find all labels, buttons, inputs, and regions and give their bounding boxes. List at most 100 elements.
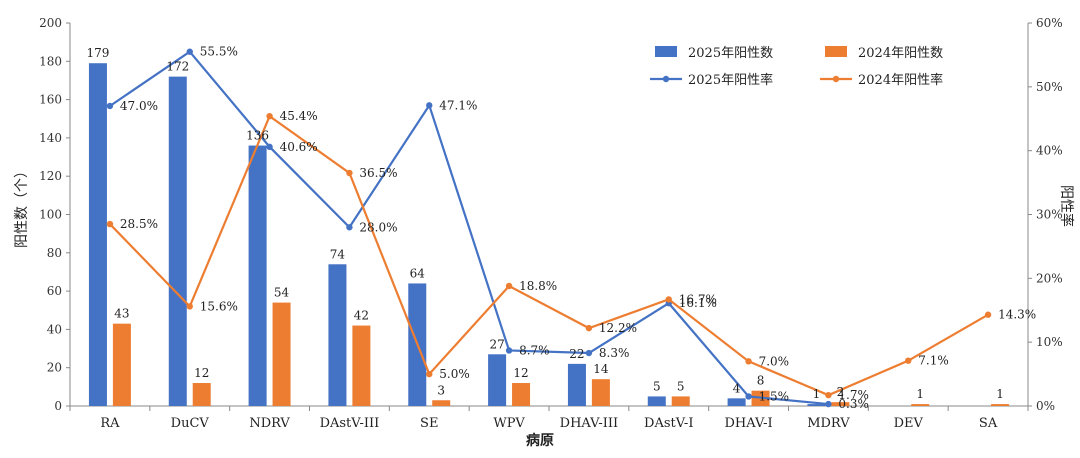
y-axis-title: 阳性数（个） xyxy=(14,164,30,248)
axes: 0204060801001201401601802000%10%20%30%40… xyxy=(39,16,1063,431)
bar xyxy=(432,400,451,406)
series-point xyxy=(426,370,433,378)
series-point xyxy=(106,102,114,110)
bar-value-label: 12 xyxy=(194,366,209,380)
x-tick-label: DuCV xyxy=(171,416,210,431)
point-value-label: 0.3% xyxy=(838,397,869,411)
point-value-label: 36.5% xyxy=(359,166,397,180)
x-tick-label: SA xyxy=(979,416,998,431)
series-point xyxy=(825,400,832,408)
series-line xyxy=(109,50,829,406)
series-line xyxy=(109,114,989,397)
y2-tick-label: 60% xyxy=(1036,16,1063,30)
bar-value-label: 1 xyxy=(916,387,924,401)
series-point xyxy=(266,143,273,151)
legend-label: 2025年阳性率 xyxy=(688,72,773,88)
y-tick-label: 180 xyxy=(39,54,62,68)
bar xyxy=(727,398,746,406)
x-tick-label: DEV xyxy=(894,416,924,431)
x-tick-label: MDRV xyxy=(807,416,850,431)
y2-tick-label: 20% xyxy=(1036,271,1063,285)
x-tick-label: DAstV-III xyxy=(320,416,380,431)
series-point xyxy=(505,347,513,354)
bar xyxy=(671,396,690,406)
bar-value-label: 179 xyxy=(86,46,109,60)
y-tick-label: 20 xyxy=(47,361,62,375)
legend-swatch xyxy=(825,46,847,57)
legend-marker xyxy=(832,75,840,83)
bar xyxy=(831,402,850,406)
y-tick-label: 120 xyxy=(39,169,62,183)
x-tick-label: WPV xyxy=(493,416,525,431)
bar xyxy=(911,404,930,406)
bar-value-label: 172 xyxy=(166,60,189,74)
y-tick-label: 80 xyxy=(47,246,62,260)
point-value-label: 7.1% xyxy=(918,354,949,368)
legend-label: 2024年阳性数 xyxy=(858,46,943,61)
bar-value-label: 54 xyxy=(274,286,290,300)
point-value-label: 1.5% xyxy=(759,389,790,403)
bar xyxy=(248,145,267,406)
bar-value-label: 42 xyxy=(354,309,369,323)
bar xyxy=(112,323,131,406)
point-value-label: 8.3% xyxy=(599,346,630,360)
bar xyxy=(991,404,1010,406)
bar-value-label: 2 xyxy=(837,385,845,399)
point-value-label: 5.0% xyxy=(439,367,470,381)
bar xyxy=(272,302,291,406)
bar xyxy=(567,363,586,406)
x-tick-label: NDRV xyxy=(249,416,290,431)
bar-value-label: 1 xyxy=(996,387,1004,401)
bar xyxy=(512,383,531,406)
series-point xyxy=(585,349,593,357)
y-tick-label: 140 xyxy=(39,131,62,145)
legend-swatch xyxy=(655,46,677,57)
bars-layer xyxy=(88,63,1010,407)
series-point xyxy=(266,112,273,120)
bar xyxy=(328,264,347,406)
bar-value-label: 64 xyxy=(410,266,426,280)
bar-value-label: 4 xyxy=(733,381,741,395)
x-axis-title: 病原 xyxy=(526,432,554,449)
bar-value-label: 3 xyxy=(437,383,445,397)
legend-label: 2025年阳性数 xyxy=(688,46,773,61)
series-point xyxy=(665,296,672,303)
series-point xyxy=(745,358,752,365)
x-tick-label: DHAV-I xyxy=(724,416,772,431)
y2-tick-label: 30% xyxy=(1036,208,1063,222)
bar-value-label: 1 xyxy=(813,387,821,401)
point-value-label: 55.5% xyxy=(200,45,238,59)
legend-marker xyxy=(662,75,670,83)
y-tick-label: 160 xyxy=(39,93,62,107)
bar-value-label: 136 xyxy=(246,129,269,143)
x-tick-label: SE xyxy=(420,416,438,431)
series-point xyxy=(984,311,992,318)
bar xyxy=(647,396,666,406)
bar-value-label: 8 xyxy=(757,374,765,388)
bar xyxy=(591,379,610,406)
series-point xyxy=(426,102,433,109)
bar xyxy=(488,354,507,406)
point-value-label: 16.1% xyxy=(679,296,717,310)
series-point xyxy=(905,357,912,364)
y-tick-label: 40 xyxy=(47,322,62,336)
y-tick-label: 100 xyxy=(39,208,62,222)
series-point xyxy=(186,48,193,55)
point-value-label: 18.8% xyxy=(519,279,557,293)
point-value-label: 40.6% xyxy=(280,140,318,154)
y-tick-label: 60 xyxy=(47,284,62,298)
series-point xyxy=(346,169,353,177)
bar xyxy=(807,404,826,406)
point-value-label: 45.4% xyxy=(280,109,318,123)
legend-label: 2024年阳性率 xyxy=(858,72,943,88)
y2-axis-title: 阳性率 xyxy=(1058,185,1075,227)
point-value-label: 1.7% xyxy=(838,388,869,402)
bar-value-label: 14 xyxy=(593,362,609,376)
bar xyxy=(168,76,187,407)
bar-value-label: 22 xyxy=(569,347,584,361)
y2-tick-label: 10% xyxy=(1036,335,1063,349)
x-tick-label: RA xyxy=(100,416,120,431)
series-point xyxy=(346,224,353,231)
